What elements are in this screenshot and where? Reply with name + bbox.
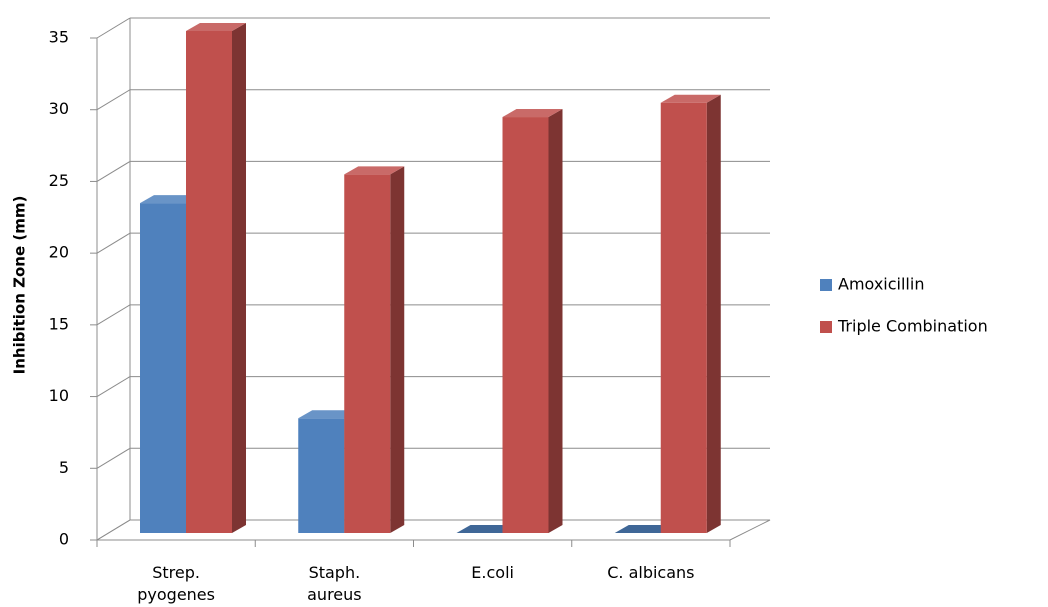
bar-front [502,117,549,534]
legend-label: Triple Combination [837,317,988,336]
bar [502,109,563,534]
x-tick-label: Strep. pyogenes [137,563,215,604]
side-grid-line [96,232,131,254]
bar [660,94,721,533]
side-grid-line [96,519,131,541]
y-tick-label: 35 [49,28,69,47]
y-tick-label: 0 [59,530,69,549]
bar-front [344,174,391,533]
x-tick-label: Staph. aureus [307,563,362,604]
legend-swatch [820,321,832,333]
bar-side [232,23,246,533]
y-axis-label: Inhibition Zone (mm) [11,196,29,375]
bar-top [614,525,675,533]
side-grid-line [96,447,131,469]
legend-swatch [820,279,832,291]
bar-side [390,166,405,533]
bar-front [298,418,345,533]
bar-side [548,109,563,534]
bar [186,23,246,533]
x-tick-label: C. albicans [607,563,695,582]
side-grid-line [96,304,131,326]
bar-side [706,94,721,533]
bar [344,166,405,533]
y-tick-label: 25 [49,171,69,190]
y-tick-label: 30 [49,99,69,118]
bar-top [660,94,721,103]
bar-front [186,31,232,533]
bar-front [660,102,707,533]
bar [456,525,517,533]
bar [614,525,675,533]
x-tick-label: E.coli [471,563,514,582]
y-tick-label: 15 [49,314,69,333]
bar-top [186,23,246,31]
bar-top [298,410,359,419]
bar-top [140,195,200,204]
side-grid-line [96,17,131,39]
y-tick-label: 5 [59,458,69,477]
side-grid-line [96,89,131,111]
bar-front [140,203,186,533]
y-tick-label: 20 [49,243,69,262]
bar-top [502,109,563,118]
side-grid-line [96,376,131,397]
bar-top [456,525,517,533]
bar-top [344,166,405,175]
y-tick-label: 10 [49,386,69,405]
side-grid-line [96,161,131,182]
legend-label: Amoxicillin [838,275,924,294]
